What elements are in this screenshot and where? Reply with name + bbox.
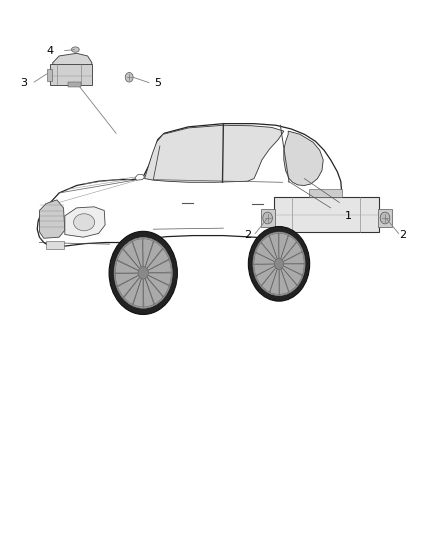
Circle shape	[109, 231, 177, 314]
Text: 2: 2	[244, 230, 251, 239]
Bar	[46, 241, 64, 249]
Polygon shape	[53, 53, 92, 76]
Polygon shape	[37, 124, 342, 289]
Circle shape	[263, 212, 272, 224]
Polygon shape	[284, 131, 323, 185]
Circle shape	[380, 212, 390, 224]
Ellipse shape	[71, 47, 79, 52]
Polygon shape	[39, 200, 65, 238]
Circle shape	[274, 258, 284, 269]
Polygon shape	[145, 125, 284, 182]
Text: 1: 1	[345, 211, 352, 221]
Circle shape	[138, 266, 148, 279]
Circle shape	[248, 227, 310, 301]
Text: 5: 5	[154, 78, 161, 87]
Bar	[47, 69, 52, 81]
Circle shape	[114, 238, 172, 308]
Polygon shape	[65, 207, 105, 237]
Text: 3: 3	[21, 78, 28, 87]
Ellipse shape	[74, 214, 95, 231]
Bar	[274, 197, 379, 232]
Bar	[378, 209, 392, 227]
Polygon shape	[135, 174, 145, 180]
Text: 2: 2	[399, 230, 406, 239]
Bar	[50, 64, 92, 85]
Circle shape	[125, 72, 133, 82]
Circle shape	[253, 232, 305, 295]
Bar	[261, 209, 275, 227]
Bar	[68, 82, 81, 87]
Text: 4: 4	[47, 46, 54, 55]
Bar	[309, 189, 342, 197]
